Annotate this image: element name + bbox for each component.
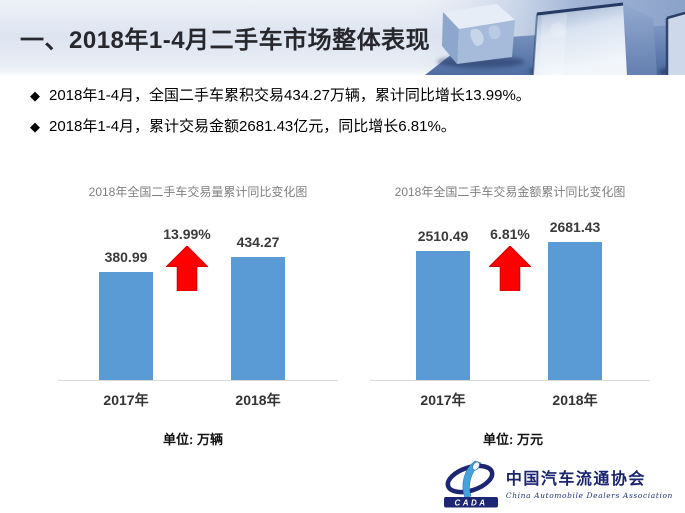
bar-value-label: 2510.49: [417, 228, 469, 244]
diamond-bullet-icon: ◆: [30, 119, 40, 134]
bar-2018: [548, 242, 602, 380]
bar-value-label: 434.27: [236, 234, 280, 250]
category-axis: 2017年 2018年: [370, 390, 650, 410]
bar-2017: [99, 272, 153, 380]
red-up-arrow-icon: [166, 246, 208, 291]
association-name-cn: 中国汽车流通协会: [505, 468, 646, 488]
association-logo: CADA 中国汽车流通协会 China Automobile Dealers A…: [443, 460, 673, 508]
growth-annotation: 6.81%: [478, 226, 542, 291]
bullet-text: 2018年1-4月，全国二手车累积交易434.27万辆，累计同比增长13.99%…: [49, 87, 531, 104]
category-label-2018: 2018年: [235, 392, 281, 408]
growth-annotation: 13.99%: [155, 226, 219, 291]
bar-group-2017: 2510.49: [416, 210, 470, 380]
red-up-arrow-icon: [489, 246, 531, 291]
chart-transaction-amount: 2018年全国二手车交易金额累计同比变化图 2510.49 6.81% 2681…: [370, 183, 650, 448]
diamond-bullet-icon: ◆: [30, 88, 40, 103]
cada-abbr-text: CADA: [454, 499, 487, 508]
category-axis: 2017年 2018年: [58, 390, 338, 410]
category-label-2017: 2017年: [420, 392, 466, 408]
cada-emblem-icon: CADA: [443, 460, 498, 508]
unit-label: 单位: 万辆: [163, 432, 223, 447]
bar-group-2018: 434.27: [231, 210, 285, 380]
bar-value-label: 380.99: [104, 249, 148, 265]
association-name: 中国汽车流通协会 China Automobile Dealers Associ…: [506, 468, 673, 501]
growth-percent-label: 6.81%: [490, 226, 530, 242]
bar-2017: [416, 251, 470, 380]
bullet-text: 2018年1-4月，累计交易金额2681.43亿元，同比增长6.81%。: [49, 118, 456, 135]
bullet-item: ◆ 2018年1-4月，累计交易金额2681.43亿元，同比增长6.81%。: [30, 117, 531, 137]
bullet-item: ◆ 2018年1-4月，全国二手车累积交易434.27万辆，累计同比增长13.9…: [30, 86, 531, 106]
plot-area: 2510.49 6.81% 2681.43: [370, 210, 650, 381]
bar-group-2017: 380.99: [99, 210, 153, 380]
bullet-list: ◆ 2018年1-4月，全国二手车累积交易434.27万辆，累计同比增长13.9…: [30, 86, 531, 148]
bar-value-label: 2681.43: [549, 219, 601, 235]
plot-area: 380.99 13.99% 434.27: [58, 210, 338, 381]
bar-2018: [231, 257, 285, 380]
growth-percent-label: 13.99%: [163, 226, 211, 242]
slide-header: 一、2018年1-4月二手车市场整体表现: [0, 0, 685, 75]
unit-label: 单位: 万元: [483, 432, 543, 447]
slide-title: 一、2018年1-4月二手车市场整体表现: [20, 27, 431, 54]
category-label-2018: 2018年: [552, 392, 598, 408]
category-label-2017: 2017年: [103, 392, 149, 408]
chart-transaction-volume: 2018年全国二手车交易量累计同比变化图 380.99 13.99% 434.2…: [58, 183, 338, 448]
association-name-en: China Automobile Dealers Association: [505, 490, 673, 500]
header-cubes-decoration: [415, 0, 685, 75]
chart-title: 2018年全国二手车交易量累计同比变化图: [88, 185, 308, 199]
chart-title: 2018年全国二手车交易金额累计同比变化图: [394, 185, 626, 199]
bar-group-2018: 2681.43: [548, 210, 602, 380]
